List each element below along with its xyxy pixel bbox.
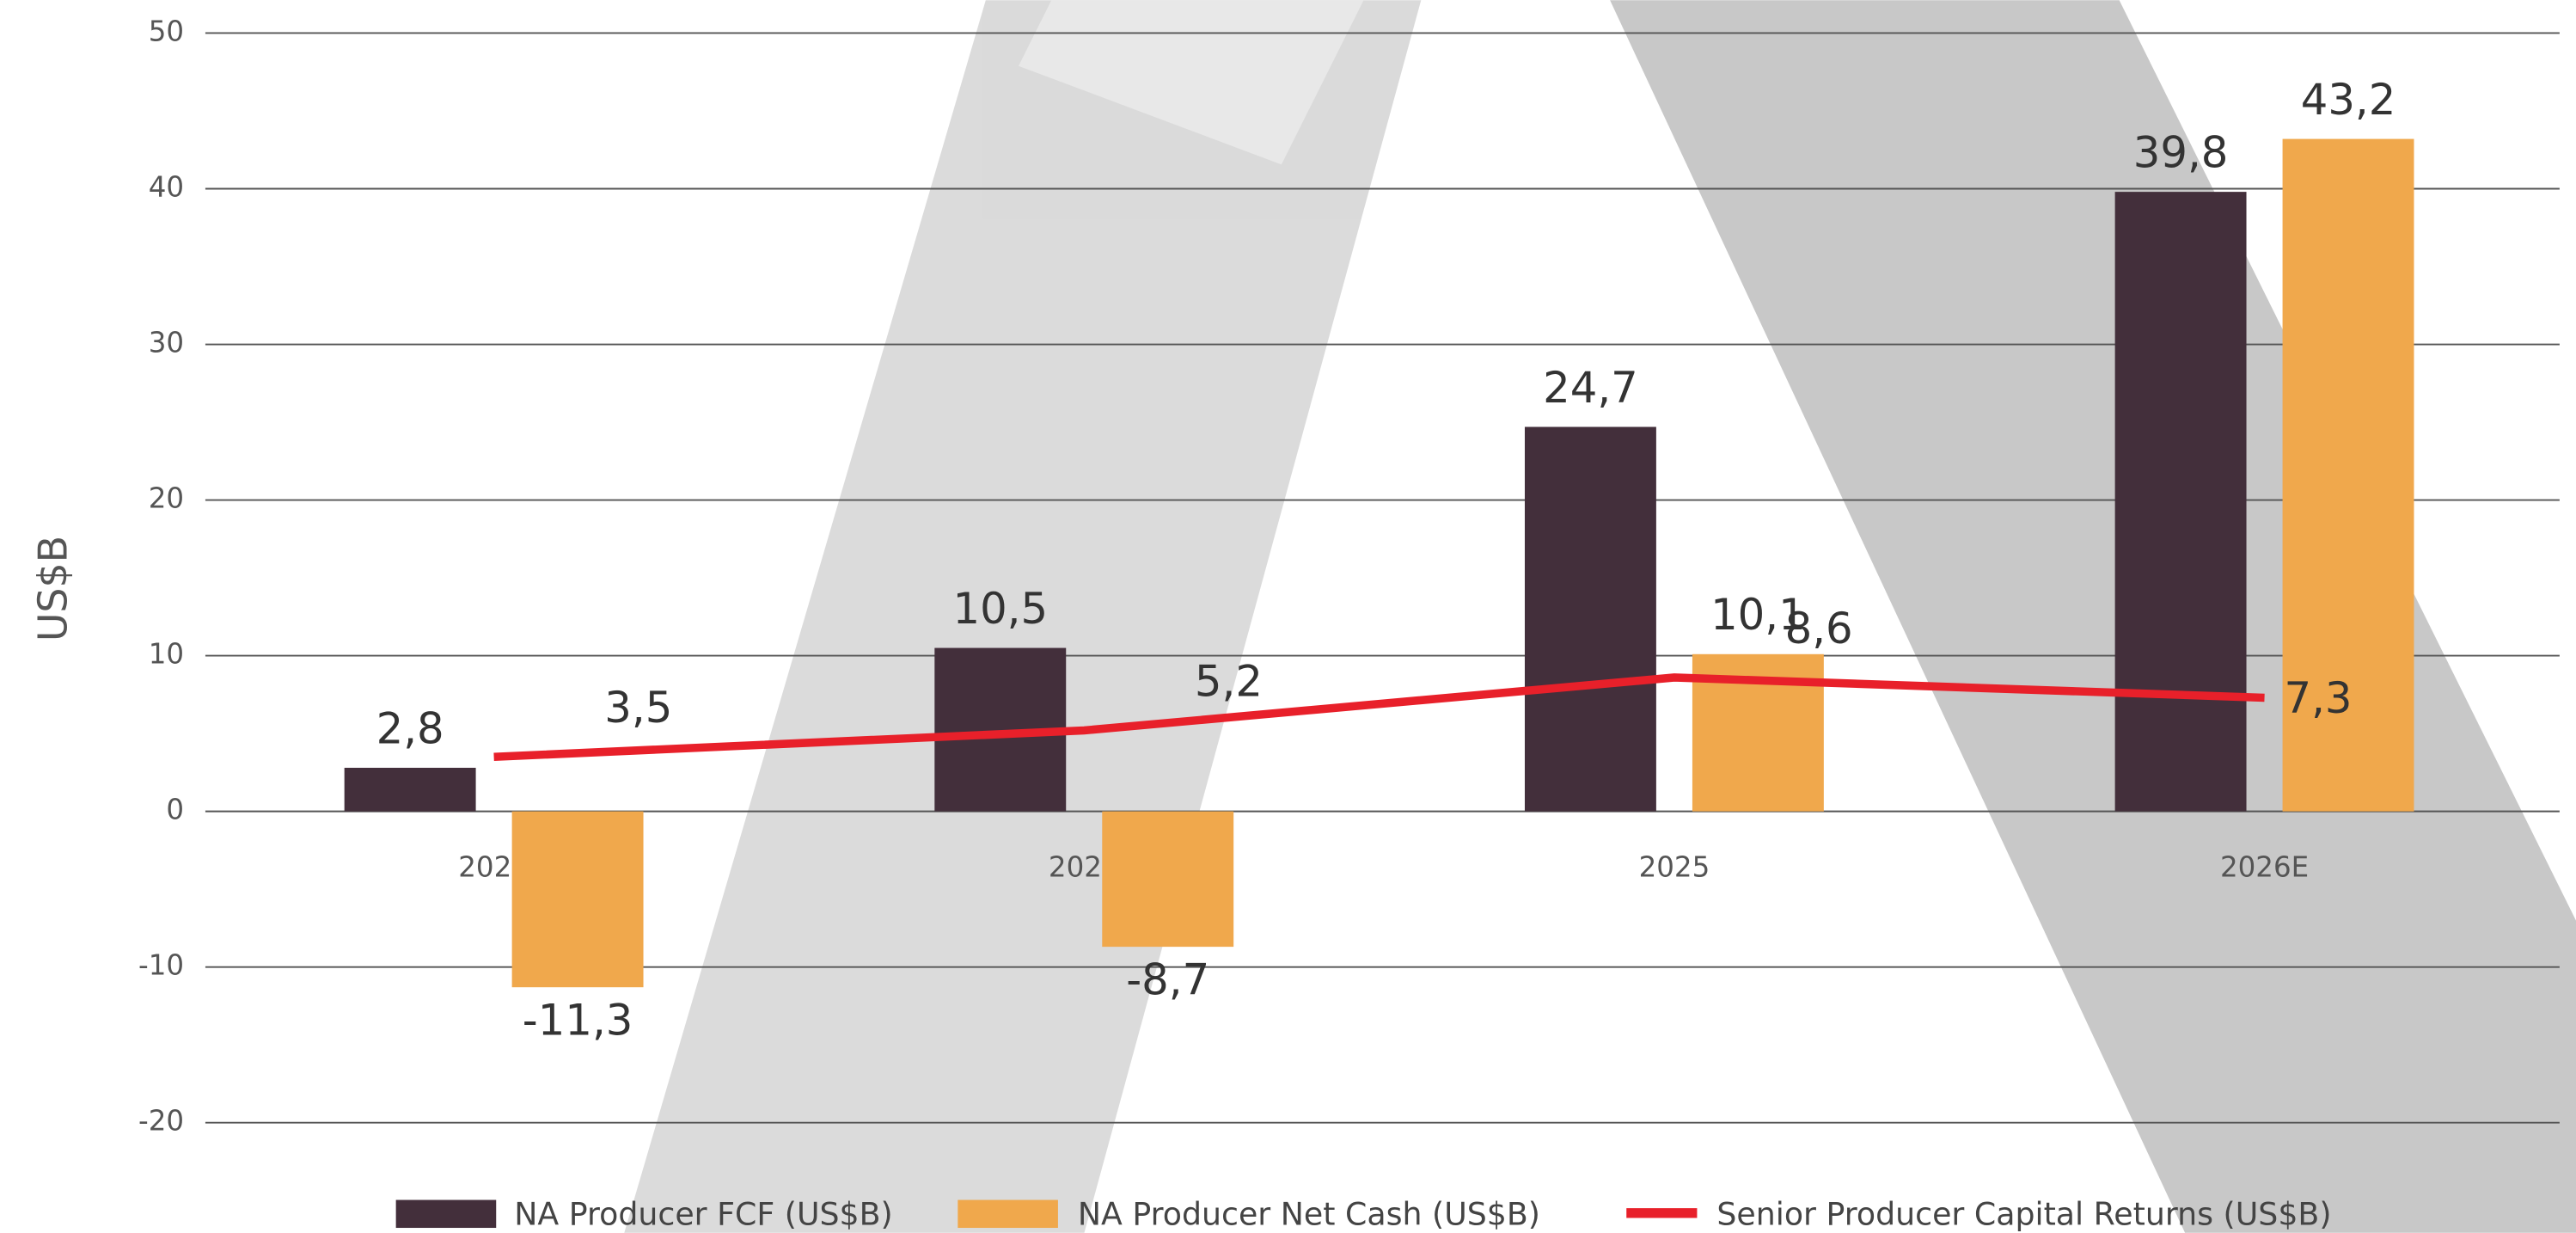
y-tick-label: 50 bbox=[149, 15, 184, 47]
data-label: 39,8 bbox=[2133, 128, 2229, 178]
data-label: 8,6 bbox=[1785, 604, 1853, 653]
y-tick-label: 40 bbox=[149, 171, 184, 204]
data-label: 43,2 bbox=[2301, 75, 2396, 125]
data-label: 2,8 bbox=[376, 703, 444, 753]
background-artwork bbox=[624, 0, 2576, 1233]
x-tick-label: 2026E bbox=[2220, 851, 2309, 884]
legend-label: NA Producer Net Cash (US$B) bbox=[1078, 1196, 1540, 1233]
data-label: -8,7 bbox=[1126, 955, 1209, 1005]
y-tick-label: 20 bbox=[149, 482, 184, 515]
data-label: 7,3 bbox=[2284, 673, 2352, 723]
x-tick-label: 2025 bbox=[1639, 851, 1710, 884]
data-label: 10,5 bbox=[952, 584, 1048, 634]
bar bbox=[511, 811, 644, 988]
y-tick-label: 0 bbox=[166, 794, 184, 826]
bar bbox=[1524, 426, 1656, 812]
data-label: 5,2 bbox=[1195, 656, 1263, 706]
y-tick-label: -20 bbox=[138, 1105, 184, 1138]
bar bbox=[2114, 192, 2247, 812]
y-tick-label: -10 bbox=[138, 949, 184, 982]
legend-label: NA Producer FCF (US$B) bbox=[514, 1196, 892, 1233]
bar bbox=[344, 767, 476, 812]
bar bbox=[1102, 811, 1234, 948]
data-label: 24,7 bbox=[1543, 363, 1638, 413]
data-label: 3,5 bbox=[604, 683, 672, 733]
line bbox=[493, 673, 2265, 762]
data-label: 10,1 bbox=[1710, 590, 1806, 640]
y-axis-title: US$B bbox=[29, 536, 76, 641]
y-tick-label: 10 bbox=[149, 638, 184, 671]
data-label: -11,3 bbox=[523, 996, 633, 1046]
legend-swatch bbox=[958, 1199, 1058, 1229]
y-tick-label: 30 bbox=[149, 327, 184, 359]
bar bbox=[2282, 138, 2414, 812]
legend-label: Senior Producer Capital Returns (US$B) bbox=[1716, 1196, 2331, 1233]
legend-swatch bbox=[395, 1199, 497, 1229]
